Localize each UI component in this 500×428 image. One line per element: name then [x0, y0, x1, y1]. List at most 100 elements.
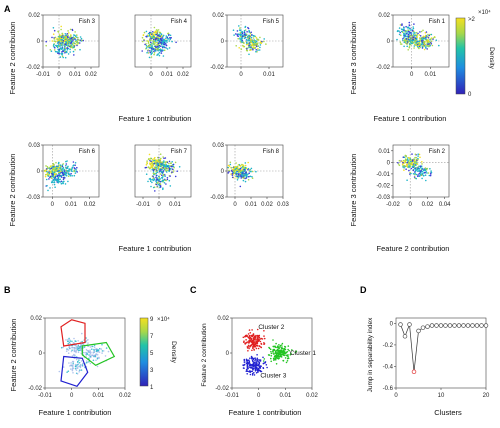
cluster-point	[253, 361, 256, 364]
scatter-point	[73, 42, 75, 44]
scatter-point	[255, 45, 258, 47]
y-tick-label: -0.02	[215, 386, 229, 392]
scatter-point	[176, 170, 178, 172]
cluster-point	[246, 366, 249, 369]
scatter-point	[60, 44, 63, 46]
scatter-point	[241, 171, 244, 173]
scatter-point	[67, 44, 69, 47]
scatter-point	[236, 169, 238, 171]
scatter-point	[252, 46, 254, 49]
scatter-point	[85, 351, 87, 354]
scatter-point	[241, 34, 243, 36]
scatter-point	[65, 41, 67, 43]
scatter-point	[405, 25, 407, 28]
scatter-point	[66, 348, 69, 351]
line-point	[474, 323, 480, 328]
scatter-point	[49, 187, 51, 189]
cluster-point	[277, 355, 280, 358]
scatter-point	[76, 34, 78, 36]
scatter-point	[153, 53, 155, 56]
scatter-point	[156, 159, 158, 161]
cluster-point	[284, 352, 286, 354]
cluster-point	[262, 356, 264, 359]
scatter-point	[86, 353, 88, 356]
scatter-point	[404, 160, 407, 163]
scatter-point	[240, 177, 242, 179]
scatter-point	[70, 172, 72, 175]
scatter-point	[415, 167, 417, 169]
scatter-point	[427, 33, 429, 36]
scatter-point	[238, 170, 240, 173]
cluster-point	[294, 351, 297, 354]
cluster-point	[245, 358, 248, 361]
scatter-point	[147, 52, 150, 54]
scatter-point	[415, 38, 418, 40]
cluster-point	[255, 364, 258, 367]
scatter-point	[402, 156, 405, 158]
scatter-point	[66, 42, 68, 45]
scatter-point	[171, 161, 173, 163]
scatter-point	[73, 167, 75, 169]
scatter-point	[149, 163, 151, 166]
scatter-point	[145, 44, 148, 47]
scatter-point	[154, 40, 157, 42]
scatter-point	[239, 37, 241, 39]
scatter-point	[53, 183, 56, 186]
scatter-point	[88, 360, 90, 363]
scatter-point	[174, 161, 177, 164]
scatter-point	[64, 47, 67, 50]
scatter-point	[80, 349, 83, 352]
scatter-point	[424, 171, 426, 174]
scatter-point	[143, 38, 145, 41]
scatter-point	[157, 29, 160, 31]
scatter-point	[413, 23, 415, 25]
scatter-point	[51, 180, 53, 182]
cluster-point	[252, 347, 254, 350]
axis-label-feature2-row2: Feature 2 contribution	[8, 154, 17, 227]
scatter-point	[413, 32, 415, 34]
scatter-point	[74, 172, 77, 174]
scatter-point	[261, 40, 263, 43]
y-tick-label: 0	[387, 39, 391, 45]
line-point	[398, 322, 403, 327]
scatter-point	[162, 188, 164, 191]
scatter-point	[58, 169, 61, 172]
scatter-point	[159, 180, 162, 183]
scatter-point	[53, 38, 56, 40]
scatter-point	[164, 46, 166, 49]
cluster-point	[247, 336, 250, 339]
colorbar-a-top-tick: >2	[468, 17, 476, 23]
scatter-point	[148, 46, 150, 49]
line-point	[461, 323, 466, 328]
scatter-point	[411, 34, 414, 37]
x-tick-label: 0	[51, 202, 55, 208]
fish-title: Fish 5	[263, 19, 280, 25]
x-tick-label: 0	[409, 202, 413, 208]
cluster-point	[244, 335, 247, 338]
y-tick-label: 0.03	[212, 143, 224, 149]
scatter-point	[91, 345, 94, 348]
scatter-point	[244, 35, 246, 38]
cluster-point	[248, 337, 251, 340]
scatter-point	[408, 24, 411, 26]
scatter-point	[241, 31, 243, 33]
scatter-point	[417, 170, 419, 172]
cluster-point	[249, 332, 252, 334]
scatter-point	[244, 169, 246, 171]
scatter-point	[60, 35, 62, 38]
scatter-point	[162, 167, 164, 169]
scatter-point	[64, 183, 67, 185]
scatter-point	[155, 159, 157, 162]
scatter-point	[153, 173, 155, 176]
scatter-point	[149, 50, 151, 52]
scatter-point	[147, 49, 149, 51]
scatter-point	[165, 161, 168, 163]
scatter-point	[421, 177, 423, 180]
x-tick-label: -0.01	[38, 393, 52, 399]
scatter-point	[259, 46, 261, 49]
scatter-point	[69, 342, 72, 345]
scatter-point	[58, 172, 60, 175]
cluster-point	[282, 349, 285, 352]
scatter-point	[156, 30, 159, 33]
scatter-point	[413, 36, 415, 38]
